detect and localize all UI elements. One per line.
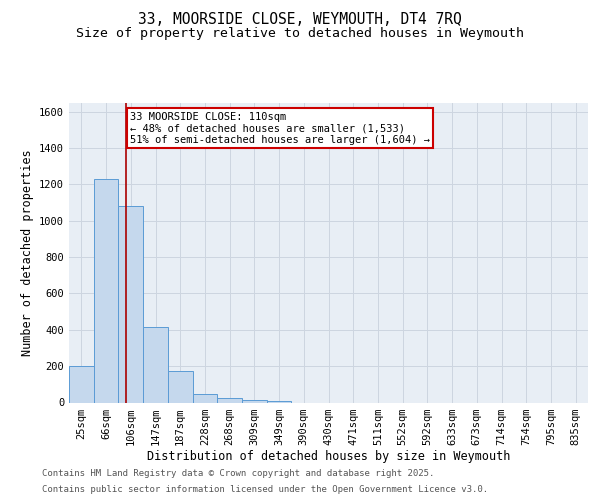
Text: Contains public sector information licensed under the Open Government Licence v3: Contains public sector information licen… [42, 485, 488, 494]
Bar [69, 366, 94, 403]
Text: 33 MOORSIDE CLOSE: 110sqm
← 48% of detached houses are smaller (1,533)
51% of se: 33 MOORSIDE CLOSE: 110sqm ← 48% of detac… [130, 112, 430, 145]
Text: Contains HM Land Registry data © Crown copyright and database right 2025.: Contains HM Land Registry data © Crown c… [42, 468, 434, 477]
Text: 33, MOORSIDE CLOSE, WEYMOUTH, DT4 7RQ: 33, MOORSIDE CLOSE, WEYMOUTH, DT4 7RQ [138, 12, 462, 28]
Y-axis label: Number of detached properties: Number of detached properties [20, 149, 34, 356]
X-axis label: Distribution of detached houses by size in Weymouth: Distribution of detached houses by size … [147, 450, 510, 464]
Bar [94, 179, 118, 402]
Bar [267, 401, 292, 402]
Bar [242, 400, 267, 402]
Bar [193, 394, 217, 402]
Bar [217, 398, 242, 402]
Bar [143, 327, 168, 402]
Bar [168, 370, 193, 402]
Bar [118, 206, 143, 402]
Text: Size of property relative to detached houses in Weymouth: Size of property relative to detached ho… [76, 28, 524, 40]
